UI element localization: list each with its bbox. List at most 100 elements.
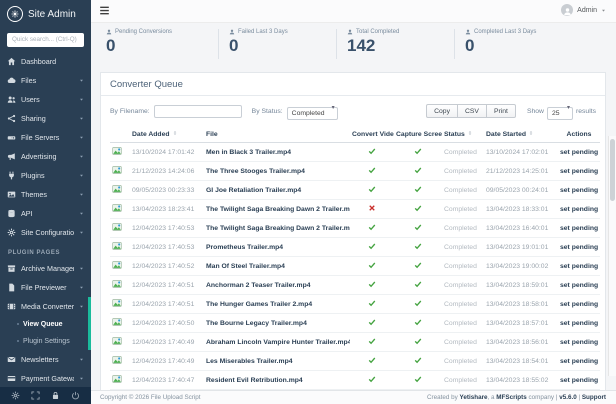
cell-convert-video [350, 199, 394, 219]
copy-button[interactable]: Copy [426, 104, 458, 118]
sidebar-subitem-plugin-settings[interactable]: Plugin Settings [0, 333, 91, 350]
sidebar-item-themes[interactable]: Themes [0, 185, 91, 204]
user-name: Admin [577, 6, 597, 14]
status-filter-select[interactable]: Completed [286, 107, 338, 120]
filename-filter-input[interactable] [153, 104, 242, 118]
sidebar-item-site-configuration[interactable]: Site Configuration [0, 223, 91, 242]
footer-credit-emphasis[interactable]: MFScripts [496, 394, 527, 401]
user-icon [347, 29, 353, 35]
page-scrollbar[interactable] [608, 136, 616, 376]
set-pending-link[interactable]: set pending [560, 186, 599, 194]
sort-icon[interactable] [528, 130, 534, 136]
csv-button[interactable]: CSV [456, 104, 487, 118]
menu-toggle-icon[interactable] [99, 5, 110, 16]
set-pending-link[interactable]: set pending [560, 243, 599, 251]
cell-file-icon [110, 275, 130, 295]
check-icon [368, 223, 376, 231]
bullhorn-icon [7, 152, 16, 161]
set-pending-link[interactable]: set pending [560, 300, 599, 308]
set-pending-link[interactable]: set pending [560, 167, 599, 175]
set-pending-link[interactable]: set pending [560, 205, 599, 213]
footer-credit-emphasis[interactable]: Support [581, 394, 606, 401]
gear-icon[interactable] [11, 391, 20, 400]
lock-icon[interactable] [51, 391, 60, 400]
sidebar: Site Admin Dashboard Files Users Sharing Fil… [0, 0, 91, 404]
set-pending-link[interactable]: set pending [560, 319, 599, 327]
table-row: 21/12/2023 14:24:06 The Three Stooges Tra… [110, 161, 600, 181]
user-menu[interactable]: Admin [561, 4, 606, 16]
sidebar-item-advertising[interactable]: Advertising [0, 147, 91, 166]
stat-label-text: Completed Last 3 Days [474, 29, 537, 35]
page-size-select[interactable]: 25 [546, 107, 573, 120]
sidebar-item-dashboard[interactable]: Dashboard [0, 52, 91, 71]
set-pending-link[interactable]: set pending [560, 262, 599, 270]
sidebar-item-sharing[interactable]: Sharing [0, 109, 91, 128]
cell-convert-video [350, 218, 394, 238]
footer-credit-text: company [526, 394, 555, 401]
set-pending-link[interactable]: set pending [560, 376, 599, 384]
sidebar-item-newsletters[interactable]: Newsletters [0, 350, 91, 369]
column-header-status[interactable]: Status [442, 126, 484, 143]
cell-actions: set pending [558, 294, 600, 314]
sidebar-group-media-converter: Media Converter View Queue Plugin Settings [0, 296, 91, 350]
cell-actions: set pending [558, 256, 600, 276]
cell-status: Completed [442, 161, 484, 181]
check-icon [368, 261, 376, 269]
cell-file-name: Men in Black 3 Trailer.mp4 [204, 142, 350, 162]
brand[interactable]: Site Admin [0, 0, 91, 26]
footer-credit-emphasis[interactable]: Yetishare [459, 394, 488, 401]
gear-icon [7, 228, 16, 237]
power-icon[interactable] [71, 391, 80, 400]
column-header-date-added[interactable]: Date Added [130, 126, 204, 143]
print-button[interactable]: Print [485, 104, 516, 118]
queue-table-wrapper: Date Added File Convert Video Capture Scree… [101, 125, 605, 390]
cell-date-started: 13/04/2023 18:54:01 [484, 351, 558, 371]
cell-file-icon [110, 180, 130, 200]
set-pending-link[interactable]: set pending [560, 357, 599, 365]
cross-icon [368, 204, 376, 212]
sidebar-item-api[interactable]: API [0, 204, 91, 223]
sidebar-item-files[interactable]: Files [0, 71, 91, 90]
sidebar-item-label: Users [21, 94, 40, 104]
chevron-down-icon [79, 357, 84, 362]
bullet-icon [17, 323, 19, 325]
footer-credit-emphasis[interactable]: v5.6.0 [559, 394, 577, 401]
chevron-down-icon [79, 154, 84, 159]
sidebar-item-file-previewer[interactable]: File Previewer [0, 278, 91, 297]
sidebar-subitem-view-queue[interactable]: View Queue [0, 316, 91, 333]
cell-convert-video [350, 313, 394, 333]
home-icon [7, 57, 16, 66]
user-icon [465, 29, 471, 35]
quick-search-input[interactable] [7, 32, 84, 47]
sort-icon[interactable] [467, 130, 473, 136]
cell-date-added: 12/04/2023 17:40:51 [130, 275, 204, 295]
database-icon [7, 209, 16, 218]
cell-convert-video [350, 237, 394, 257]
cell-actions: set pending [558, 351, 600, 371]
sidebar-item-label: Sharing [21, 113, 46, 123]
stat-pending-conversions: Pending Conversions 0 [100, 29, 218, 59]
set-pending-link[interactable]: set pending [560, 281, 599, 289]
check-icon [368, 147, 376, 155]
set-pending-link[interactable]: set pending [560, 338, 599, 346]
page-size-wrapper: 25 [546, 102, 573, 120]
cell-file-name: Prometheus Trailer.mp4 [204, 237, 350, 257]
sidebar-item-payment-gateways[interactable]: Payment Gateways [0, 369, 91, 388]
sidebar-item-label: Dashboard [21, 56, 57, 66]
set-pending-link[interactable]: set pending [560, 224, 599, 232]
sidebar-item-plugins[interactable]: Plugins [0, 166, 91, 185]
fullscreen-icon[interactable] [31, 391, 40, 400]
sidebar-item-users[interactable]: Users [0, 90, 91, 109]
scrollbar-thumb[interactable] [610, 139, 615, 201]
main-area: Admin Pending Conversions 0 Failed Last 3 … [91, 0, 616, 404]
sidebar-item-file-servers[interactable]: File Servers [0, 128, 91, 147]
sidebar-group-file-servers: File Servers [0, 128, 91, 147]
cell-date-started: 13/04/2023 18:59:01 [484, 275, 558, 295]
sidebar-group-site-configuration: Site Configuration [0, 223, 91, 242]
footer-credit-text: , a [487, 394, 497, 401]
column-header-date-started[interactable]: Date Started [484, 126, 558, 143]
sidebar-item-media-converter[interactable]: Media Converter [0, 297, 91, 316]
sidebar-item-archive-manager[interactable]: Archive Manager [0, 259, 91, 278]
set-pending-link[interactable]: set pending [560, 148, 599, 156]
sort-icon[interactable] [172, 130, 178, 136]
